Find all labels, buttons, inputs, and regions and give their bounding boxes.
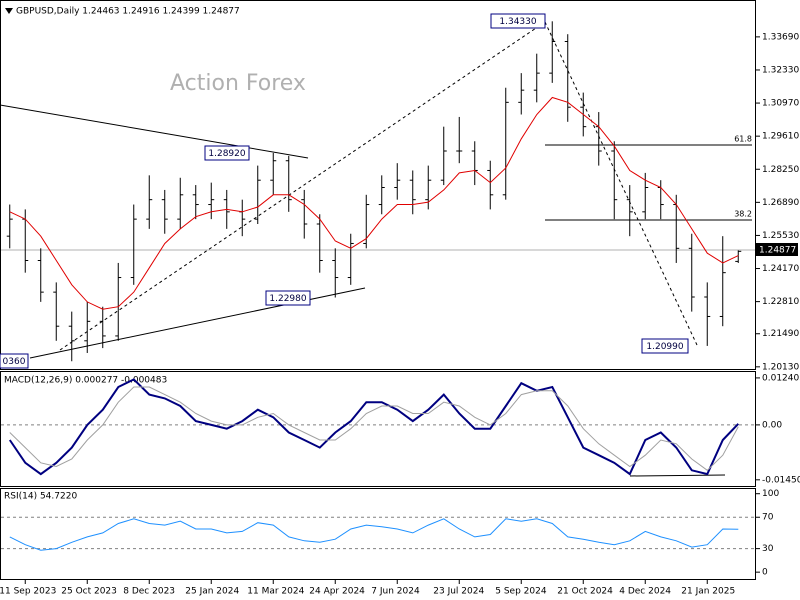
rsi-title: RSI(14) 54.7220 (4, 492, 77, 502)
trendline (59, 21, 546, 351)
y-tick-label: 30 (762, 544, 774, 554)
series-line (9, 96, 739, 310)
x-tick-label: 21 Oct 2024 (557, 587, 613, 597)
y-tick-label: 0.012403 (762, 373, 800, 383)
x-tick-label: 21 Jan 2025 (681, 587, 735, 597)
y-tick-label: 1.22810 (762, 297, 799, 307)
last-price-label: 1.24877 (759, 246, 796, 256)
price-label: 1.20990 (646, 342, 683, 352)
y-tick-label: 1.24170 (762, 264, 799, 274)
y-tick-label: 1.20130 (762, 362, 799, 372)
y-tick-label: 1.21490 (762, 329, 799, 339)
series-line (9, 518, 739, 551)
x-tick-label: 8 Dec 2023 (123, 587, 175, 597)
x-tick-label: 11 Sep 2023 (0, 587, 56, 597)
x-tick-label: 5 Sep 2024 (495, 587, 547, 597)
y-tick-label: 1.28250 (762, 165, 799, 175)
macd-title: MACD(12,26,9) 0.000277 -0.000483 (4, 376, 167, 386)
trendline (0, 104, 309, 159)
label-box (641, 338, 689, 354)
x-tick-label: 4 Dec 2024 (619, 587, 671, 597)
x-tick-label: 7 Jun 2024 (371, 587, 420, 597)
trendline (29, 287, 366, 359)
y-tick-label: 1.25530 (762, 231, 799, 241)
y-tick-label: 1.32330 (762, 65, 799, 75)
rsi-panel (0, 488, 756, 580)
series-line (8, 378, 740, 476)
divergence-line (629, 474, 726, 477)
y-tick-label: 1.30970 (762, 99, 799, 109)
x-tick-label: 11 Mar 2024 (247, 587, 304, 597)
y-tick-label: 1.29610 (762, 132, 799, 142)
last-price-box (756, 243, 798, 256)
x-tick-label: 24 Apr 2024 (309, 587, 365, 597)
y-tick-label: -0.014502 (762, 475, 800, 485)
watermark: Action Forex (170, 71, 306, 96)
chart-title: GBPUSD,Daily 1.24463 1.24916 1.24399 1.2… (16, 7, 240, 17)
fib-label: 61.8 (734, 135, 752, 144)
y-tick-label: 1.33690 (762, 32, 799, 42)
label-box (265, 290, 311, 306)
x-tick-label: 23 Jul 2024 (433, 587, 484, 597)
price-label: 1.34330 (499, 17, 536, 27)
price-label: 1.28920 (208, 149, 245, 159)
label-box (0, 353, 29, 369)
price-labels: 1.34330 1.28920 1.22980 1.20990 0360 (0, 13, 689, 369)
price-panel (0, 0, 756, 370)
series-line (9, 386, 739, 471)
fib-label: 38.2 (734, 210, 752, 219)
y-tick-label: 100 (762, 489, 779, 499)
header-icon (5, 8, 13, 14)
price-label: 0360 (3, 357, 26, 367)
x-tick-label: 25 Oct 2023 (61, 587, 117, 597)
y-tick-label: 1.26890 (762, 198, 799, 208)
macd-panel (0, 371, 756, 487)
x-tick-label: 25 Jan 2024 (185, 587, 239, 597)
label-box (490, 13, 546, 29)
price-label: 1.22980 (269, 294, 306, 304)
label-box (204, 145, 250, 161)
y-tick-label: 70 (762, 513, 774, 523)
y-tick-label: 0 (762, 568, 768, 578)
y-tick-label: 0.00 (762, 420, 782, 430)
